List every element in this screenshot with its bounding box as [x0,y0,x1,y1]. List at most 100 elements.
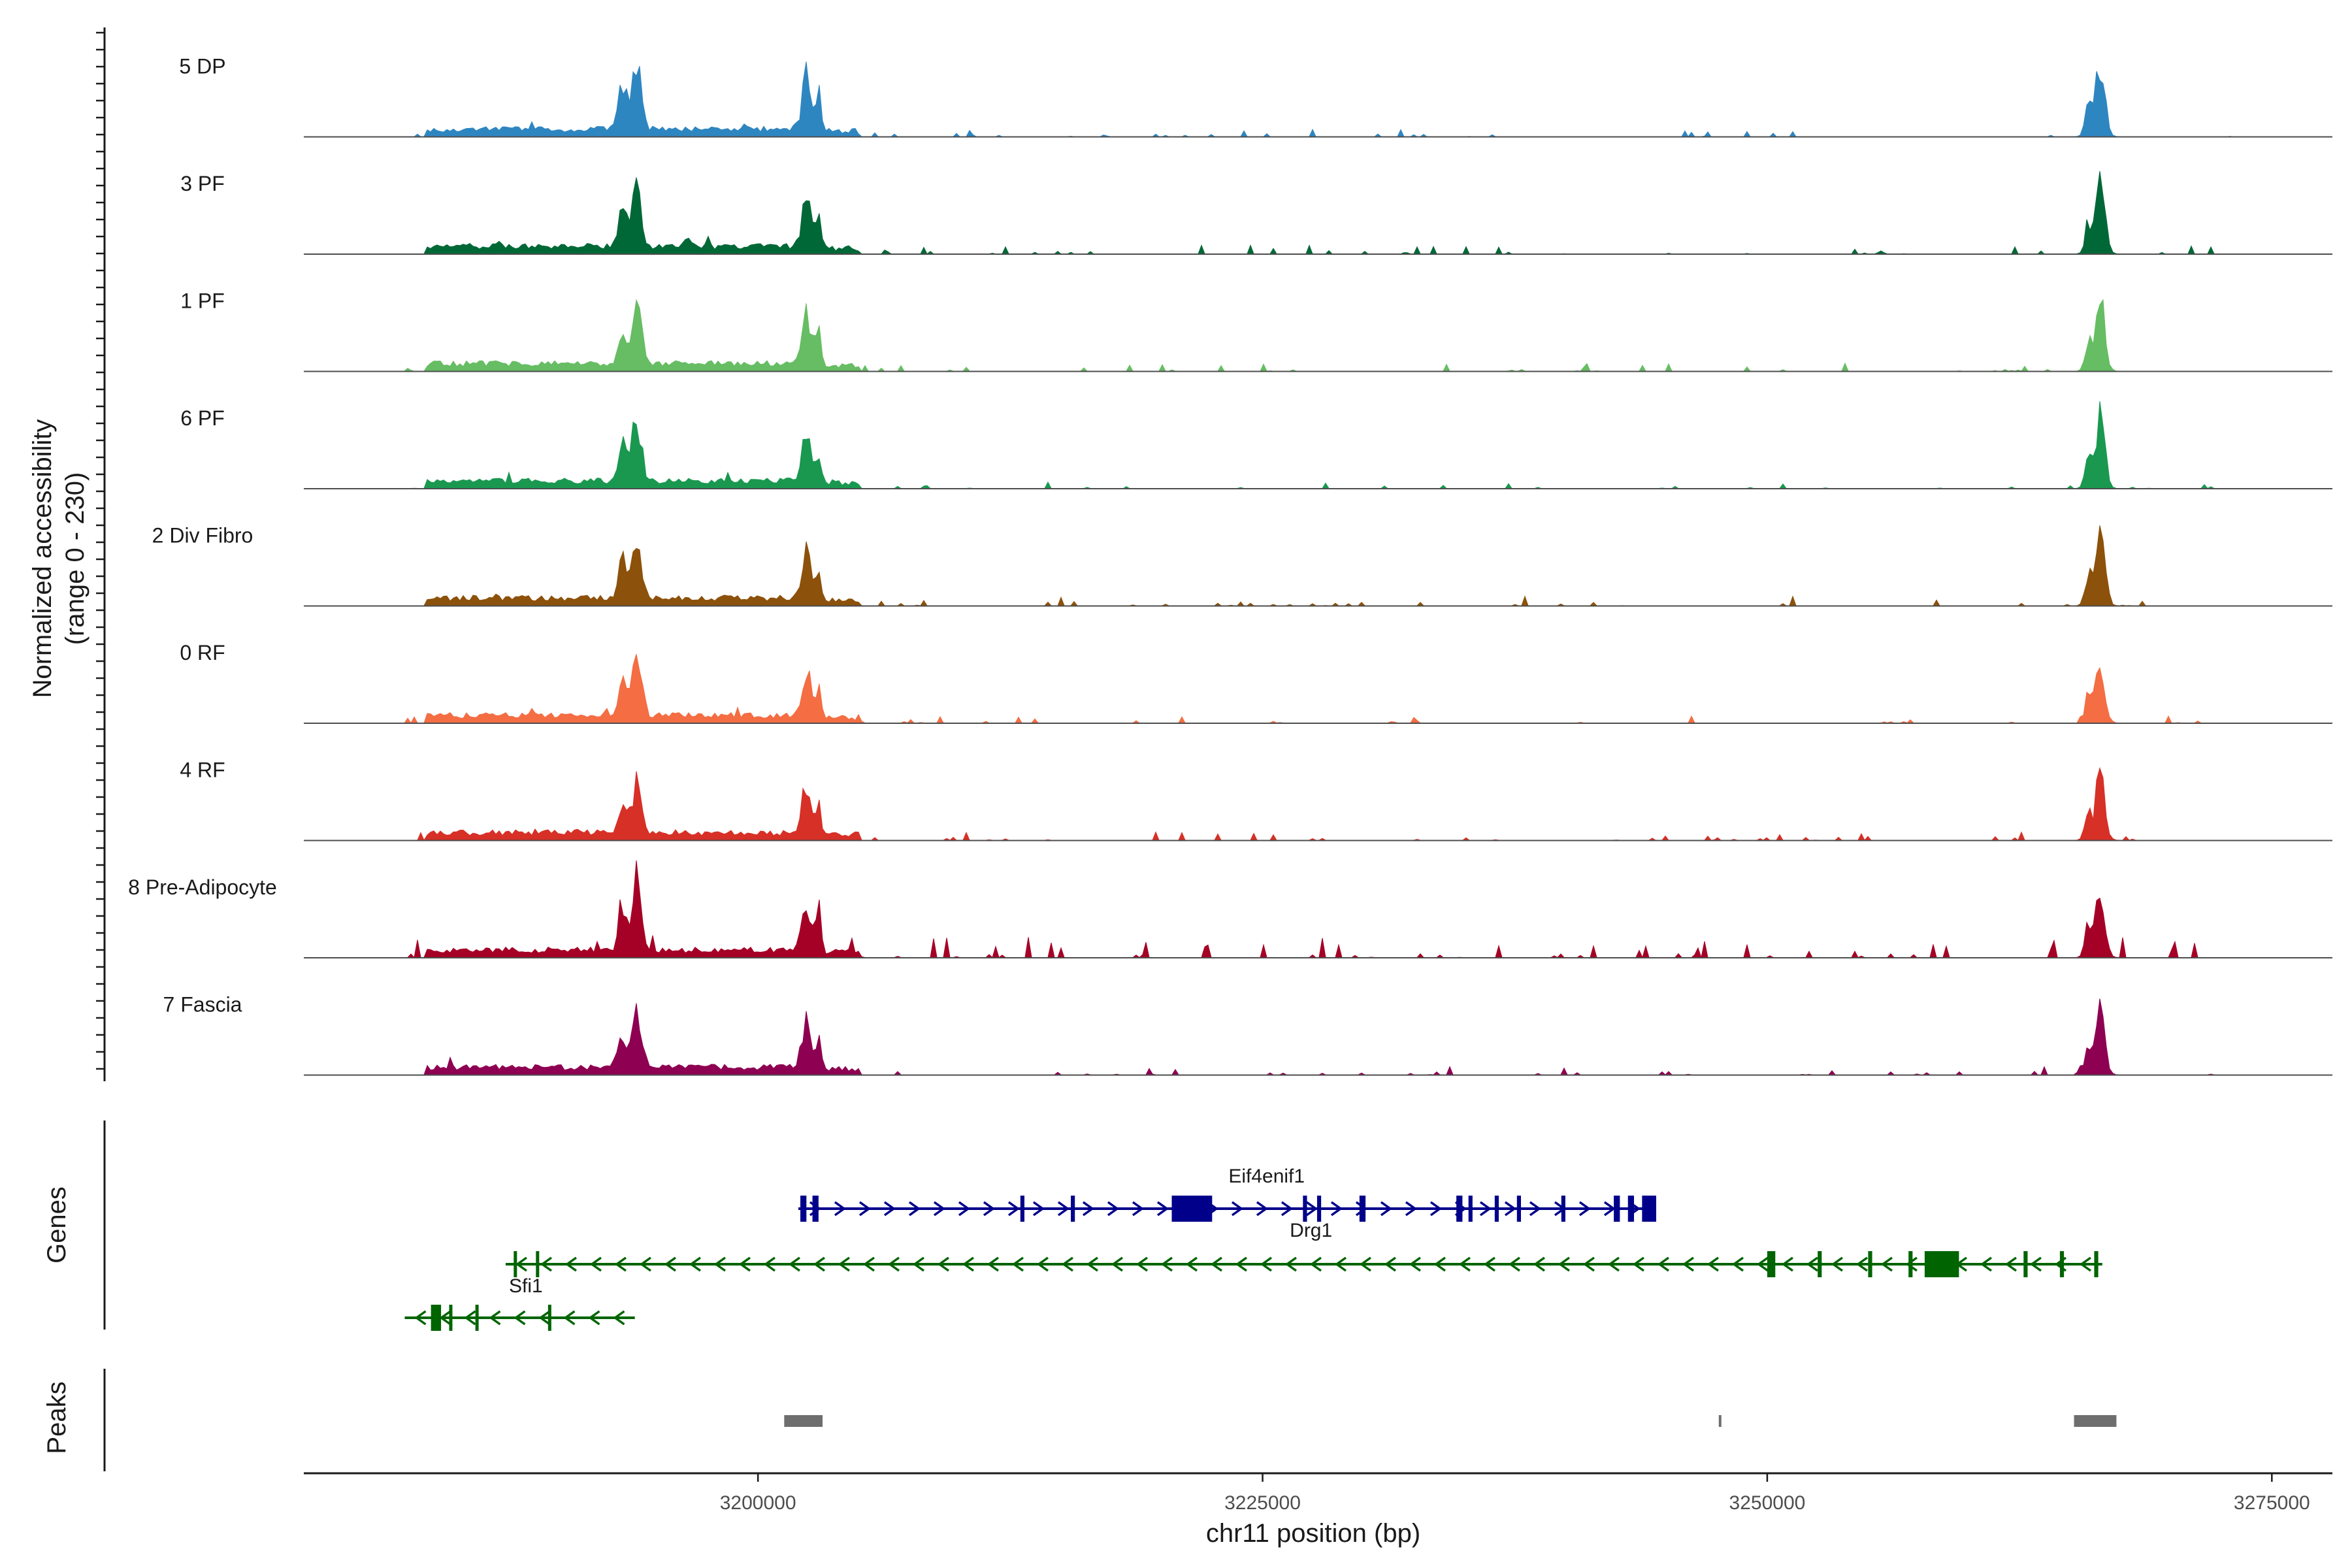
gene-exon [1868,1251,1872,1277]
strand-chevron [1831,1256,1843,1272]
strand-chevron [1657,1256,1669,1272]
gene-exon [1908,1251,1913,1277]
strand-chevron [2004,1256,2017,1272]
strand-chevron [639,1256,651,1272]
gene-name-label: Eif4enif1 [1228,1166,1305,1187]
strand-chevron [1309,1256,1322,1272]
track-7-fascia: 7 Fascia [163,993,2332,1076]
coverage-area [394,654,2232,724]
peak-region [2074,1415,2117,1427]
strand-chevron [439,1310,451,1326]
coverage-tracks: 5 DP 3 PF 1 PF 6 PF 2 Div Fibro 0 RF 4 RF 8 Pre… [128,55,2332,1076]
strand-chevron [1529,1201,1541,1217]
strand-chevron [987,1256,999,1272]
strand-chevron [1260,1256,1272,1272]
gene-exon [1494,1196,1499,1222]
coverage-area [394,401,2232,489]
gene-exon [536,1251,540,1277]
strand-chevron [1905,1256,1918,1272]
track-label: 5 DP [179,55,225,78]
strand-chevron [763,1256,776,1272]
strand-chevron [1731,1256,1744,1272]
y-axis-title-line2: (range 0 - 230) [61,472,90,645]
strand-chevron [538,1310,551,1326]
gene-drg1: Drg1 [505,1220,2102,1277]
coverage-y-axis [96,27,106,1081]
gene-exon [1468,1196,1473,1222]
peaks-panel-title: Peaks [42,1381,71,1454]
track-label: 6 PF [180,406,225,430]
track-0-rf: 0 RF [180,641,2332,724]
strand-chevron [1036,1256,1049,1272]
strand-chevron [983,1201,995,1217]
strand-chevron [858,1201,871,1217]
strand-chevron [1160,1256,1173,1272]
gene-exon [547,1305,551,1331]
strand-chevron [1429,1201,1442,1217]
gene-exon [1020,1196,1024,1222]
genes-panel-title: Genes [42,1186,71,1264]
gene-name-label: Drg1 [1290,1220,1332,1241]
strand-chevron [933,1201,945,1217]
coverage-area [394,299,2232,372]
track-2-div-fibro: 2 Div Fibro [152,524,2332,607]
gene-exon [1303,1196,1307,1222]
strand-chevron [689,1256,701,1272]
strand-chevron [1458,1256,1471,1272]
strand-chevron [563,1310,576,1326]
strand-chevron [1433,1256,1446,1272]
strand-chevron [908,1201,921,1217]
strand-chevron [788,1256,800,1272]
strand-chevron [1210,1256,1222,1272]
strand-chevron [489,1310,501,1326]
gene-exon [1924,1251,1959,1277]
gene-exon [800,1196,807,1222]
strand-chevron [1007,1201,1020,1217]
strand-chevron [1483,1256,1495,1272]
gene-exon [1627,1196,1635,1222]
strand-chevron [1284,1256,1297,1272]
strand-chevron [1132,1201,1144,1217]
strand-chevron [937,1256,949,1272]
strand-chevron [1632,1256,1644,1272]
strand-chevron [1682,1256,1694,1272]
peaks-panel [103,1369,2117,1471]
strand-chevron [2029,1256,2042,1272]
track-1-pf: 1 PF [180,289,2332,372]
strand-chevron [838,1256,850,1272]
gene-exon [449,1305,453,1331]
strand-chevron [1156,1201,1169,1217]
strand-chevron [1582,1256,1595,1272]
strand-chevron [1305,1201,1318,1217]
gene-exon [1614,1196,1620,1222]
strand-chevron [1781,1256,1793,1272]
peak-region [784,1415,823,1427]
peak-region [1718,1415,1722,1427]
strand-chevron [883,1201,896,1217]
strand-chevron [1409,1256,1421,1272]
strand-chevron [1707,1256,1719,1272]
gene-exon [1516,1196,1521,1222]
gene-exon [812,1196,819,1222]
track-label: 0 RF [180,641,225,664]
x-tick-label: 3250000 [1729,1492,1806,1514]
coverage-area [394,998,2232,1075]
gene-exon [1071,1196,1075,1222]
strand-chevron [862,1256,875,1272]
x-tick-label: 3275000 [2234,1492,2310,1514]
strand-chevron [613,1310,625,1326]
strand-chevron [1256,1201,1268,1217]
strand-chevron [958,1201,970,1217]
strand-chevron [1086,1256,1098,1272]
strand-chevron [1235,1256,1247,1272]
strand-chevron [540,1256,552,1272]
strand-chevron [1111,1256,1123,1272]
strand-chevron [1607,1256,1620,1272]
gene-eif4enif1: Eif4enif1 [798,1166,1656,1222]
track-label: 8 Pre-Adipocyte [128,875,277,899]
strand-chevron [1330,1201,1343,1217]
gene-exon [1316,1196,1322,1222]
coverage-area [394,61,2233,138]
strand-chevron [1756,1256,1769,1272]
